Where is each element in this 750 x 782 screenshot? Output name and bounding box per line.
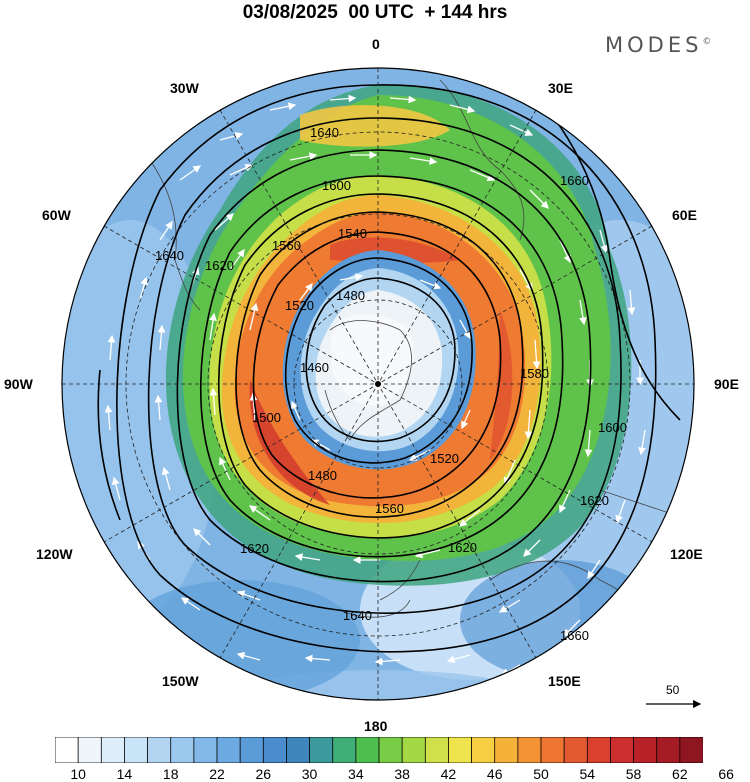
colorbar-swatch [262, 737, 288, 763]
contour-label: 1640 [155, 248, 184, 263]
colorbar-tick-label: 66 [718, 766, 734, 782]
contour-label: 1500 [252, 410, 281, 425]
contour-label: 1620 [580, 493, 609, 508]
colorbar-tick-label: 54 [579, 766, 596, 782]
lon-label-60w: 60W [42, 207, 71, 223]
contour-label: 1520 [430, 451, 459, 466]
lon-label-150e: 150E [548, 673, 581, 689]
colorbar-swatch [77, 737, 102, 763]
colorbar-tick-label: 26 [255, 766, 272, 782]
lon-label-30w: 30W [170, 80, 199, 96]
lon-label-90e: 90E [714, 376, 739, 392]
colorbar-tick-label: 62 [672, 766, 688, 782]
map-boundary [61, 67, 695, 701]
contour-label: 1480 [308, 468, 337, 483]
lon-label-120e: 120E [670, 546, 703, 562]
contour-label: 1480 [336, 288, 365, 303]
colorbar-swatch [355, 737, 380, 763]
contour-label: 1620 [205, 258, 234, 273]
colorbar-tick-label: 30 [301, 766, 318, 782]
contour-label: 1600 [598, 420, 627, 435]
colorbar-swatch [471, 737, 496, 763]
colorbar-swatch [494, 737, 519, 763]
pole-marker [375, 381, 381, 387]
colorbar-tick-label: 46 [486, 766, 503, 782]
contour-labels: 1640 1600 1560 1540 1520 1480 1460 1500 … [155, 125, 627, 643]
colorbar-swatch [170, 737, 195, 763]
colorbar-swatch [633, 737, 658, 763]
contour-label: 1660 [560, 173, 589, 188]
colorbar-swatch [656, 737, 681, 763]
reference-vector-label: 50 [666, 683, 680, 697]
colorbar-swatch [610, 737, 635, 763]
map-title: 03/08/2025 00 UTC + 144 hrs [242, 2, 508, 23]
colorbar-swatch [332, 737, 357, 763]
colorbar-swatch [193, 737, 218, 763]
colorbar-swatch [517, 737, 542, 763]
colorbar-swatch [401, 737, 426, 763]
colorbar-tick-label: 18 [162, 766, 179, 782]
colorbar [55, 737, 703, 763]
colorbar-swatch [448, 737, 473, 763]
contour-label: 1520 [285, 298, 314, 313]
contour-label: 1600 [322, 178, 351, 193]
colorbar-swatch [100, 737, 126, 763]
contour-label: 1580 [520, 366, 549, 381]
height-contours [97, 68, 691, 661]
colorbar-swatch [286, 737, 311, 763]
colorbar-swatch [563, 737, 588, 763]
copyright-mark: © [702, 37, 712, 47]
colorbar-swatch [424, 737, 450, 763]
lon-label-180: 180 [364, 718, 388, 734]
colorbar-swatch [540, 737, 565, 763]
contour-label: 1560 [272, 238, 301, 253]
colorbar-tick-label: 42 [440, 766, 457, 782]
colorbar-swatch [309, 737, 334, 763]
lon-label-0: 0 [372, 36, 380, 52]
colorbar-swatch [586, 737, 612, 763]
colorbar-tick-label: 58 [625, 766, 642, 782]
colorbar-tick-label: 38 [394, 766, 410, 782]
colorbar-tick-label: 50 [533, 766, 549, 782]
contour-label: 1560 [375, 501, 404, 516]
lon-label-30e: 30E [548, 80, 573, 96]
contour-label: 1620 [240, 541, 269, 556]
colorbar-swatch [679, 737, 703, 763]
contour-label: 1640 [343, 608, 372, 623]
colorbar-tick-label: 34 [348, 766, 364, 782]
colorbar-swatch [378, 737, 403, 763]
contour-label: 1460 [300, 360, 329, 375]
brand-text: MODES [605, 33, 703, 57]
colorbar-swatch [216, 737, 241, 763]
colorbar-swatch [55, 737, 79, 763]
colorbar-swatch [124, 737, 149, 763]
lon-label-150w: 150W [162, 673, 199, 689]
contour-label: 1660 [560, 628, 589, 643]
colorbar-swatch [239, 737, 264, 763]
lon-label-90w: 90W [4, 376, 33, 392]
lon-label-60e: 60E [672, 207, 697, 223]
contour-label: 1640 [310, 125, 339, 140]
brand-logo: MODES© [605, 33, 711, 57]
contour-label: 1540 [338, 226, 367, 241]
colorbar-tick-label: 14 [116, 766, 133, 782]
colorbar-tick-label: 22 [209, 766, 225, 782]
colorbar-tick-label: 10 [70, 766, 86, 782]
colorbar-swatch [147, 737, 172, 763]
lon-label-120w: 120W [36, 546, 73, 562]
